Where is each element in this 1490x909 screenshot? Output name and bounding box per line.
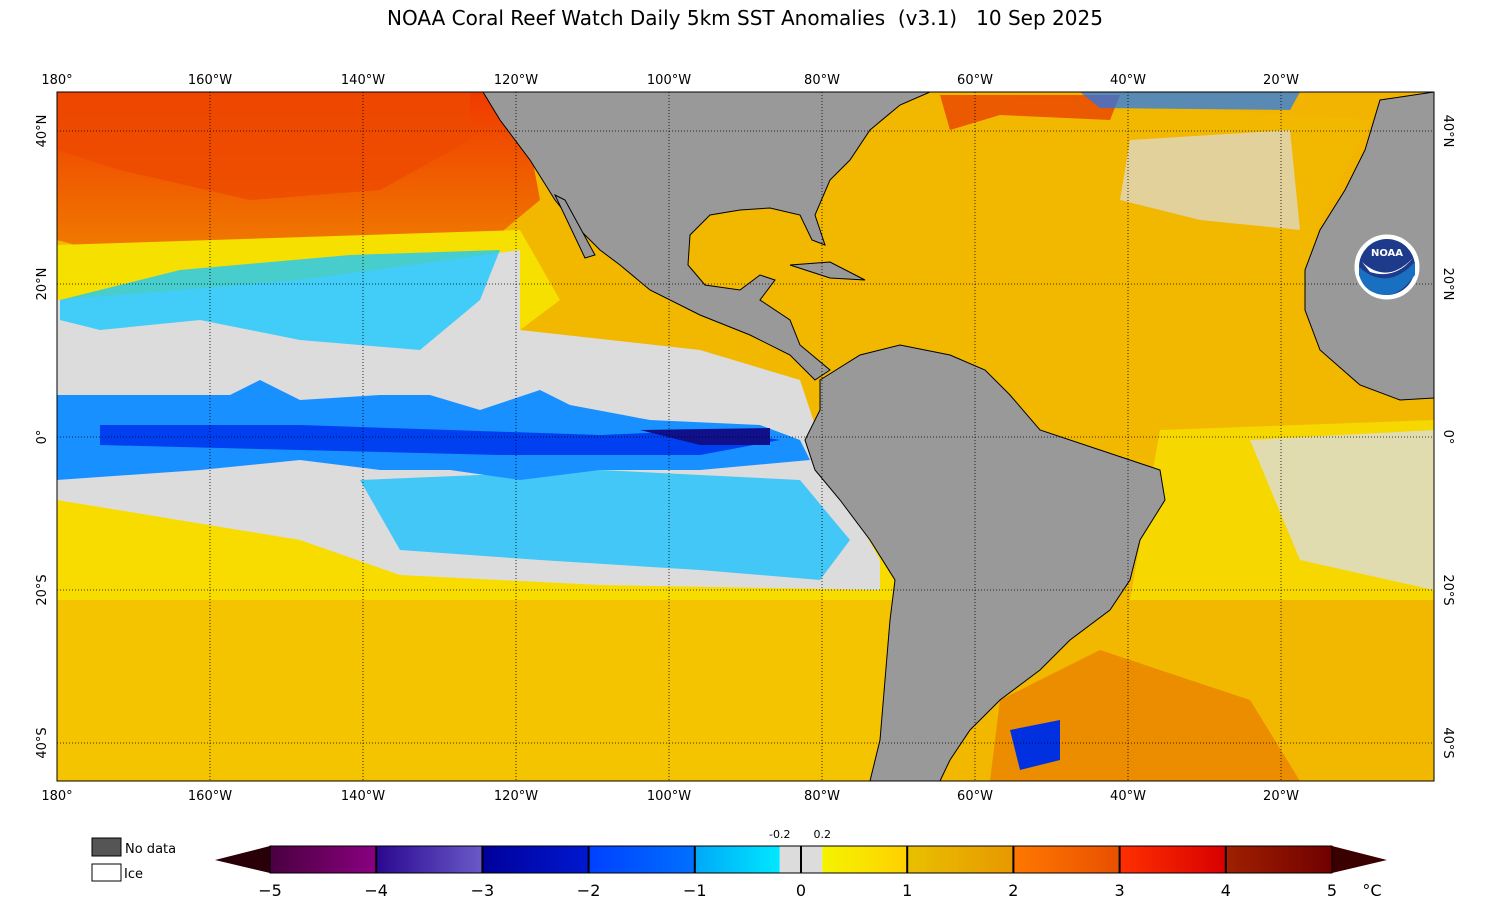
lat-tick-right: 20°N — [1440, 268, 1455, 301]
colorbar-high-extend — [1332, 846, 1387, 873]
lat-tick-right: 40°N — [1440, 115, 1455, 148]
lon-tick-bottom: 80°W — [804, 789, 840, 804]
colorbar-segment — [694, 846, 780, 873]
colorbar-small-tick: 0.2 — [813, 828, 831, 841]
ice-swatch — [91, 863, 122, 882]
lon-tick-bottom: 60°W — [957, 789, 993, 804]
lat-tick-right: 0° — [1440, 430, 1455, 445]
noaa-logo: NOAA — [1353, 233, 1421, 301]
lon-tick-bottom: 40°W — [1110, 789, 1146, 804]
cool-anomaly-region — [1080, 92, 1300, 110]
colorbar-low-extend — [215, 846, 270, 873]
warm-anomaly-south-atlantic — [990, 650, 1300, 781]
no-data-label: No data — [125, 842, 176, 857]
colorbar-frame — [269, 845, 1333, 874]
axis-ticks: 180° 180° 160°W 160°W 140°W 140°W 120°W 120°W 10… — [35, 73, 1455, 804]
lon-tick-bottom: 20°W — [1263, 789, 1299, 804]
lat-tick-left: 0° — [35, 430, 50, 445]
map-frame — [56, 91, 1435, 782]
colorbar-segment — [1013, 846, 1120, 873]
lat-tick-right: 40°S — [1440, 727, 1455, 758]
very-strong-cold-anomaly — [640, 428, 770, 445]
gridlines — [57, 92, 1434, 781]
colorbar-tick-label: 4 — [1221, 881, 1231, 900]
lon-tick-bottom: 160°W — [188, 789, 232, 804]
neutral-region — [1120, 130, 1300, 230]
colorbar-tick-label: 2 — [1008, 881, 1018, 900]
hot-anomaly-region — [57, 92, 470, 200]
lon-tick-top: 60°W — [957, 73, 993, 88]
lon-tick-top: 20°W — [1263, 73, 1299, 88]
map-title: NOAA Coral Reef Watch Daily 5km SST Anom… — [387, 6, 1103, 30]
noaa-logo-text: NOAA — [1371, 248, 1403, 259]
colorbar-unit: °C — [1362, 881, 1381, 900]
neutral-region — [1250, 430, 1434, 590]
no-data-swatch — [91, 837, 122, 857]
land-cuba — [789, 261, 866, 281]
cool-anomaly-region — [60, 250, 500, 350]
colorbar-tick-label: −4 — [364, 881, 388, 900]
colorbar-tick-label: 0 — [796, 881, 806, 900]
strong-cold-anomaly — [100, 425, 780, 455]
lon-tick-top: 120°W — [494, 73, 538, 88]
warm-anomaly-gulf-stream — [940, 95, 1120, 130]
lat-tick-left: 20°S — [35, 574, 50, 605]
colorbar-segment — [270, 846, 377, 873]
colorbar-segment — [482, 846, 589, 873]
lon-tick-bottom: 180° — [41, 789, 72, 804]
cold-anomaly-south-atlantic — [1010, 720, 1060, 770]
land-north-america — [482, 92, 931, 381]
colorbar-segment — [822, 846, 908, 873]
lon-tick-bottom: 120°W — [494, 789, 538, 804]
colorbar-tick-label: −5 — [258, 881, 282, 900]
lat-tick-left: 40°S — [35, 727, 50, 758]
colorbar: −5 −4 −3 −2 −1 0 1 2 3 4 5 -0.2 0.2 °C — [215, 828, 1387, 900]
land-baja — [553, 193, 596, 259]
colorbar-segment — [1119, 846, 1226, 873]
lon-tick-top: 40°W — [1110, 73, 1146, 88]
lon-tick-top: 80°W — [804, 73, 840, 88]
colorbar-tick-label: 3 — [1115, 881, 1125, 900]
lon-tick-top: 180° — [41, 73, 72, 88]
colorbar-segment — [376, 846, 483, 873]
colorbar-tick-label: 5 — [1327, 881, 1337, 900]
colorbar-tick-label: −1 — [683, 881, 707, 900]
colorbar-small-tick: -0.2 — [769, 828, 790, 841]
cool-anomaly-region — [360, 470, 850, 580]
lat-tick-left: 20°N — [35, 268, 50, 301]
land-south-america — [804, 344, 1166, 781]
lon-tick-top: 100°W — [647, 73, 691, 88]
colorbar-segment — [907, 846, 1014, 873]
lon-tick-top: 140°W — [341, 73, 385, 88]
lat-tick-left: 40°N — [35, 115, 50, 148]
lon-tick-bottom: 100°W — [647, 789, 691, 804]
colorbar-tick-label: −3 — [471, 881, 495, 900]
colorbar-segment — [588, 846, 695, 873]
warm-band-far-south — [57, 600, 900, 781]
lat-tick-right: 20°S — [1440, 574, 1455, 605]
colorbar-tick-label: 1 — [902, 881, 912, 900]
ocean-layer — [57, 92, 1434, 781]
lon-tick-top: 160°W — [188, 73, 232, 88]
lon-tick-bottom: 140°W — [341, 789, 385, 804]
ice-label: Ice — [124, 867, 143, 882]
colorbar-segment — [1225, 846, 1332, 873]
colorbar-tick-label: −2 — [577, 881, 601, 900]
